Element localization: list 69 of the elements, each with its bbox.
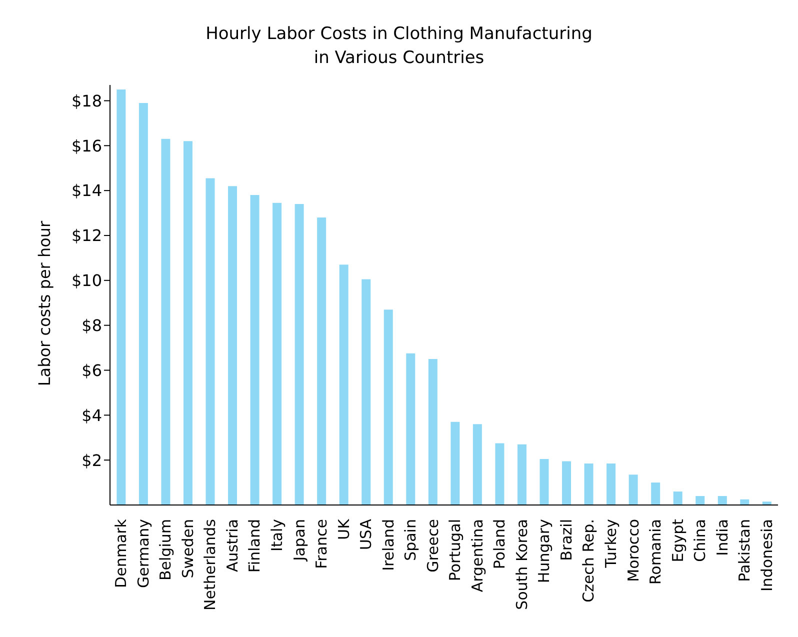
x-tick-label: Hungary — [535, 518, 554, 584]
bar — [428, 359, 438, 505]
y-tick-label: $12 — [71, 226, 102, 246]
bar — [562, 461, 572, 505]
y-tick-label: $18 — [71, 91, 102, 110]
x-tick-label: Netherlands — [201, 518, 220, 610]
x-tick-label: Portugal — [446, 519, 464, 582]
bar — [206, 178, 215, 505]
bar — [406, 353, 416, 505]
bar — [116, 89, 126, 505]
bar — [696, 496, 705, 505]
x-tick-label: Pakistan — [736, 519, 754, 582]
x-tick-label: Greece — [424, 519, 442, 572]
bar — [272, 202, 282, 505]
x-tick-label: Brazil — [557, 519, 576, 561]
bar — [673, 492, 682, 505]
x-tick-label: Morocco — [624, 519, 642, 582]
bar — [362, 279, 371, 505]
y-axis-title: Labor costs per hour — [36, 220, 55, 386]
bar — [450, 422, 460, 505]
y-tick-label: $10 — [71, 271, 102, 290]
bar — [540, 458, 549, 505]
x-tick-label: Germany — [134, 518, 152, 588]
bar — [472, 424, 482, 505]
bar — [718, 496, 727, 505]
x-tick-label: India — [713, 519, 732, 556]
bar — [384, 310, 393, 505]
bar — [628, 474, 638, 505]
y-tick-label: $4 — [82, 406, 102, 425]
bar — [584, 463, 594, 505]
y-tick-label: $8 — [82, 316, 102, 335]
x-tick-label: Italy — [268, 518, 286, 552]
bar — [183, 141, 192, 505]
x-tick-label: Denmark — [112, 518, 130, 588]
bar — [651, 482, 660, 505]
x-tick-label: Belgium — [156, 519, 175, 580]
x-tick-label: Romania — [646, 519, 665, 585]
x-tick-label: Indonesia — [758, 519, 776, 592]
x-tick-label: Austria — [223, 519, 242, 572]
bar — [339, 264, 348, 505]
y-tick-label: $14 — [71, 181, 102, 200]
x-tick-label: Japan — [290, 519, 308, 562]
x-tick-label: Finland — [246, 519, 264, 573]
x-tick-label: Argentina — [468, 519, 486, 592]
bar — [317, 218, 326, 505]
bar — [517, 444, 526, 505]
x-tick-label: Egypt — [668, 518, 687, 562]
bar — [294, 204, 304, 505]
bar — [138, 102, 148, 505]
bar — [250, 195, 260, 505]
x-tick-label: Poland — [490, 519, 509, 570]
bar — [228, 186, 238, 505]
x-tick-label: USA — [357, 518, 376, 550]
x-tick-label: China — [691, 519, 710, 562]
chart-title: Hourly Labor Costs in Clothing Manufacturing in Various Countries — [204, 23, 594, 70]
y-tick-label: $2 — [82, 450, 102, 470]
x-tick-label: UK — [334, 518, 353, 540]
x-tick-label: Czech Rep. — [580, 519, 598, 602]
x-tick-label: South Korea — [512, 519, 531, 610]
x-tick-label: Turkey — [602, 518, 620, 569]
bar — [606, 463, 616, 505]
x-tick-label: Ireland — [379, 519, 398, 571]
y-tick-label: $16 — [71, 136, 102, 156]
bar — [161, 138, 170, 505]
x-tick-label: Spain — [402, 519, 420, 561]
y-tick-label: $6 — [82, 360, 102, 380]
bar — [495, 443, 504, 505]
x-tick-label: Sweden — [178, 519, 197, 578]
x-tick-label: France — [312, 519, 331, 569]
